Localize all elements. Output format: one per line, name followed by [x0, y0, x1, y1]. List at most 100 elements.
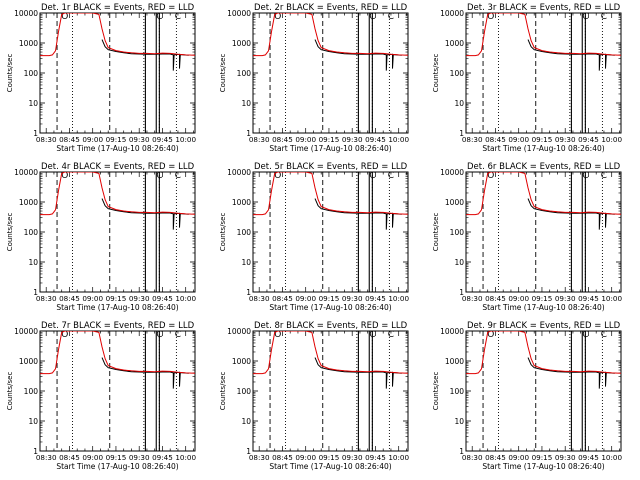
- series-red-lld: [253, 331, 408, 375]
- plot-symbol-marker: C: [388, 12, 394, 22]
- x-axis-label: Start Time (17-Aug-10 08:26:40): [269, 303, 391, 312]
- x-tick-label: 08:45: [59, 453, 80, 462]
- plot-frame: [465, 330, 622, 452]
- x-tick-label: 10:00: [601, 294, 622, 303]
- x-tick-label: 10:00: [388, 135, 409, 144]
- y-tick-label: 10000: [227, 168, 251, 177]
- y-tick-label: 10000: [14, 168, 38, 177]
- panel-title: Det. 6r BLACK = Events, RED = LLD: [467, 162, 621, 172]
- x-axis-label: Start Time (17-Aug-10 08:26:40): [56, 144, 178, 153]
- x-tick-label: 09:45: [152, 453, 173, 462]
- y-axis-label: Counts/sec: [432, 54, 440, 93]
- series-black-events: [101, 357, 189, 389]
- x-axis-label: Start Time (17-Aug-10 08:26:40): [482, 144, 604, 153]
- plot-symbol-marker: C: [175, 12, 181, 22]
- x-tick-label: 09:45: [365, 135, 386, 144]
- detector-panel: Det. 6r BLACK = Events, RED = LLD 1 10 100 1…: [432, 162, 622, 312]
- plot-frame: [39, 171, 196, 293]
- y-tick-label: 10000: [440, 168, 464, 177]
- x-tick-label: 09:15: [319, 135, 340, 144]
- x-tick-label: 09:00: [295, 135, 316, 144]
- y-tick-label: 100: [237, 228, 252, 237]
- plot-frame: [39, 12, 196, 134]
- series-black-events: [101, 39, 189, 71]
- y-tick-label: 10: [454, 258, 464, 267]
- x-tick-label: 08:30: [36, 294, 57, 303]
- plot-symbol-marker: O: [274, 330, 281, 340]
- x-tick-label: 09:45: [365, 294, 386, 303]
- y-tick-label: 1: [246, 129, 251, 138]
- x-tick-label: 09:30: [342, 135, 363, 144]
- x-tick-label: 09:30: [555, 294, 576, 303]
- plot-symbol-marker: C: [175, 171, 181, 181]
- x-tick-label: 08:45: [485, 453, 506, 462]
- x-tick-label: 09:00: [295, 453, 316, 462]
- series-red-lld: [40, 13, 195, 57]
- x-tick-label: 08:30: [249, 135, 270, 144]
- plot-symbol-marker: O: [61, 171, 68, 181]
- plot-symbol-marker: C: [582, 12, 588, 22]
- detector-panel: Det. 7r BLACK = Events, RED = LLD 1 10 100 1…: [6, 321, 196, 471]
- y-tick-label: 100: [450, 228, 465, 237]
- panel-title: Det. 8r BLACK = Events, RED = LLD: [254, 321, 408, 331]
- panel-title: Det. 3r BLACK = Events, RED = LLD: [467, 3, 621, 13]
- x-tick-label: 10:00: [388, 294, 409, 303]
- plot-symbol-marker: O: [274, 12, 281, 22]
- x-tick-label: 09:00: [508, 294, 529, 303]
- y-tick-label: 1: [459, 447, 464, 456]
- y-tick-label: 10: [241, 417, 251, 426]
- y-tick-label: 100: [24, 387, 39, 396]
- x-tick-label: 10:00: [175, 294, 196, 303]
- x-tick-label: 09:30: [129, 135, 150, 144]
- x-tick-label: 08:30: [36, 135, 57, 144]
- y-tick-label: 10: [28, 258, 38, 267]
- x-tick-label: 10:00: [175, 453, 196, 462]
- y-axis-label: Counts/sec: [219, 54, 227, 93]
- x-tick-label: 08:30: [462, 453, 483, 462]
- x-tick-label: 08:45: [59, 294, 80, 303]
- y-tick-label: 1: [33, 129, 38, 138]
- y-axis-label: Counts/sec: [219, 372, 227, 411]
- plot-symbol-marker: O: [487, 171, 494, 181]
- plot-symbol-marker: C: [156, 12, 162, 22]
- plot-symbol-marker: C: [156, 330, 162, 340]
- y-tick-label: 10000: [227, 327, 251, 336]
- plot-symbol-marker: C: [582, 330, 588, 340]
- y-tick-label: 1: [246, 288, 251, 297]
- x-axis-label: Start Time (17-Aug-10 08:26:40): [56, 303, 178, 312]
- panel-title: Det. 7r BLACK = Events, RED = LLD: [41, 321, 195, 331]
- y-tick-label: 1000: [19, 39, 38, 48]
- plot-symbol-marker: O: [274, 171, 281, 181]
- y-tick-label: 1000: [19, 357, 38, 366]
- x-tick-label: 09:00: [508, 135, 529, 144]
- y-tick-label: 10: [241, 258, 251, 267]
- y-axis-label: Counts/sec: [432, 372, 440, 411]
- x-tick-label: 08:45: [272, 453, 293, 462]
- plot-symbol-marker: C: [156, 171, 162, 181]
- x-tick-label: 08:45: [485, 294, 506, 303]
- x-tick-label: 09:15: [106, 453, 127, 462]
- series-red-lld: [40, 331, 195, 375]
- plot-symbol-marker: C: [369, 12, 375, 22]
- detector-panel: Det. 9r BLACK = Events, RED = LLD 1 10 100 1…: [432, 321, 622, 471]
- x-tick-label: 09:15: [106, 135, 127, 144]
- x-tick-label: 08:30: [462, 294, 483, 303]
- detector-panel: Det. 1r BLACK = Events, RED = LLD 1 10 100 1…: [6, 3, 196, 153]
- x-tick-label: 10:00: [601, 135, 622, 144]
- detector-panel: Det. 4r BLACK = Events, RED = LLD 1 10 100 1…: [6, 162, 196, 312]
- y-tick-label: 10000: [14, 327, 38, 336]
- plot-frame: [39, 330, 196, 452]
- series-red-lld: [466, 331, 621, 375]
- panel-title: Det. 5r BLACK = Events, RED = LLD: [254, 162, 408, 172]
- x-tick-label: 09:45: [152, 135, 173, 144]
- x-tick-label: 09:15: [532, 135, 553, 144]
- y-tick-label: 1000: [232, 357, 251, 366]
- x-tick-label: 09:45: [578, 294, 599, 303]
- x-tick-label: 09:30: [129, 294, 150, 303]
- x-tick-label: 08:45: [272, 294, 293, 303]
- x-tick-label: 09:30: [555, 135, 576, 144]
- x-axis-label: Start Time (17-Aug-10 08:26:40): [482, 303, 604, 312]
- y-tick-label: 100: [450, 387, 465, 396]
- series-black-events: [314, 357, 402, 389]
- series-red-lld: [253, 172, 408, 216]
